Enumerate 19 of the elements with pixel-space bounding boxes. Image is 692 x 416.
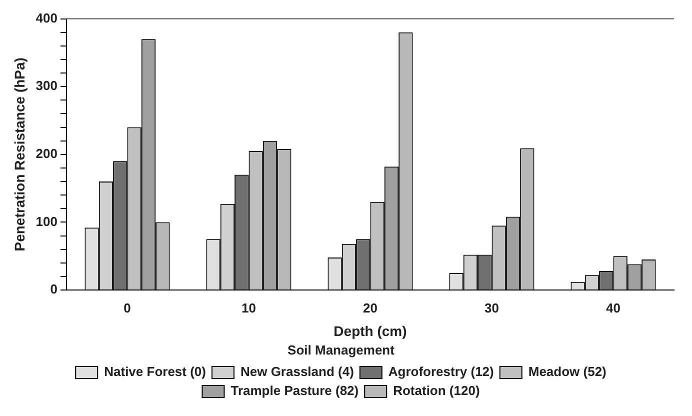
x-tick-label: 10 xyxy=(242,300,256,316)
y-tick-label: 400 xyxy=(36,10,58,26)
legend-title: Soil Management xyxy=(288,342,396,358)
legend-label: Rotation (120) xyxy=(393,383,480,398)
x-tick-label: 0 xyxy=(124,300,131,316)
legend-label: Meadow (52) xyxy=(528,364,606,380)
legend-label: Agroforestry (12) xyxy=(388,364,494,380)
y-tick-label: 200 xyxy=(36,146,58,161)
y-tick-label: 0 xyxy=(50,282,58,297)
legend-label: Native Forest (0) xyxy=(104,364,206,380)
legend-label: New Grassland (4) xyxy=(240,364,354,380)
x-tick-label: 30 xyxy=(484,300,499,316)
y-tick-label: 100 xyxy=(36,214,58,229)
y-tick-label: 300 xyxy=(36,78,58,94)
x-tick-label: 40 xyxy=(606,300,620,316)
x-tick-label: 20 xyxy=(363,300,378,316)
x-axis-title: Depth (cm) xyxy=(334,322,407,339)
legend-label: Trample Pasture (82) xyxy=(230,383,359,398)
y-axis-title: Penetration Resistance (hPa) xyxy=(11,58,28,252)
